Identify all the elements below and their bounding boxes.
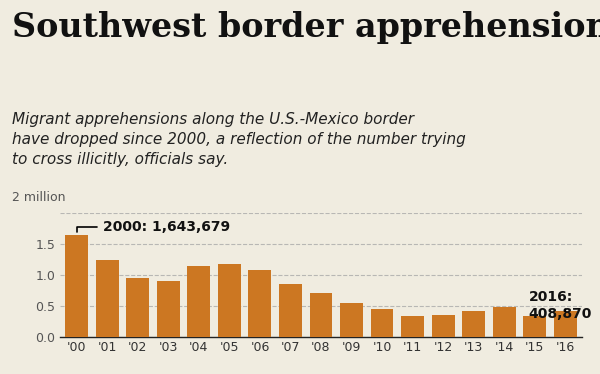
Bar	[127, 278, 149, 337]
Bar	[248, 270, 271, 337]
Bar	[65, 235, 88, 337]
Bar	[401, 316, 424, 337]
Bar	[157, 281, 180, 337]
Bar	[310, 293, 332, 337]
Bar	[493, 307, 515, 337]
Bar	[279, 283, 302, 337]
Bar	[187, 266, 211, 337]
Bar	[554, 312, 577, 337]
Bar	[96, 260, 119, 337]
Bar	[218, 264, 241, 337]
Text: 2000: 1,643,679: 2000: 1,643,679	[77, 220, 230, 234]
Bar	[340, 303, 363, 337]
Text: 2016:
408,870: 2016: 408,870	[529, 290, 592, 321]
Bar	[523, 316, 546, 337]
Bar	[462, 311, 485, 337]
Text: Southwest border apprehensions: Southwest border apprehensions	[12, 11, 600, 44]
Bar	[431, 315, 455, 337]
Text: Migrant apprehensions along the U.S.-Mexico border
have dropped since 2000, a re: Migrant apprehensions along the U.S.-Mex…	[12, 112, 466, 167]
Bar	[371, 309, 394, 337]
Text: 2 million: 2 million	[12, 191, 65, 204]
